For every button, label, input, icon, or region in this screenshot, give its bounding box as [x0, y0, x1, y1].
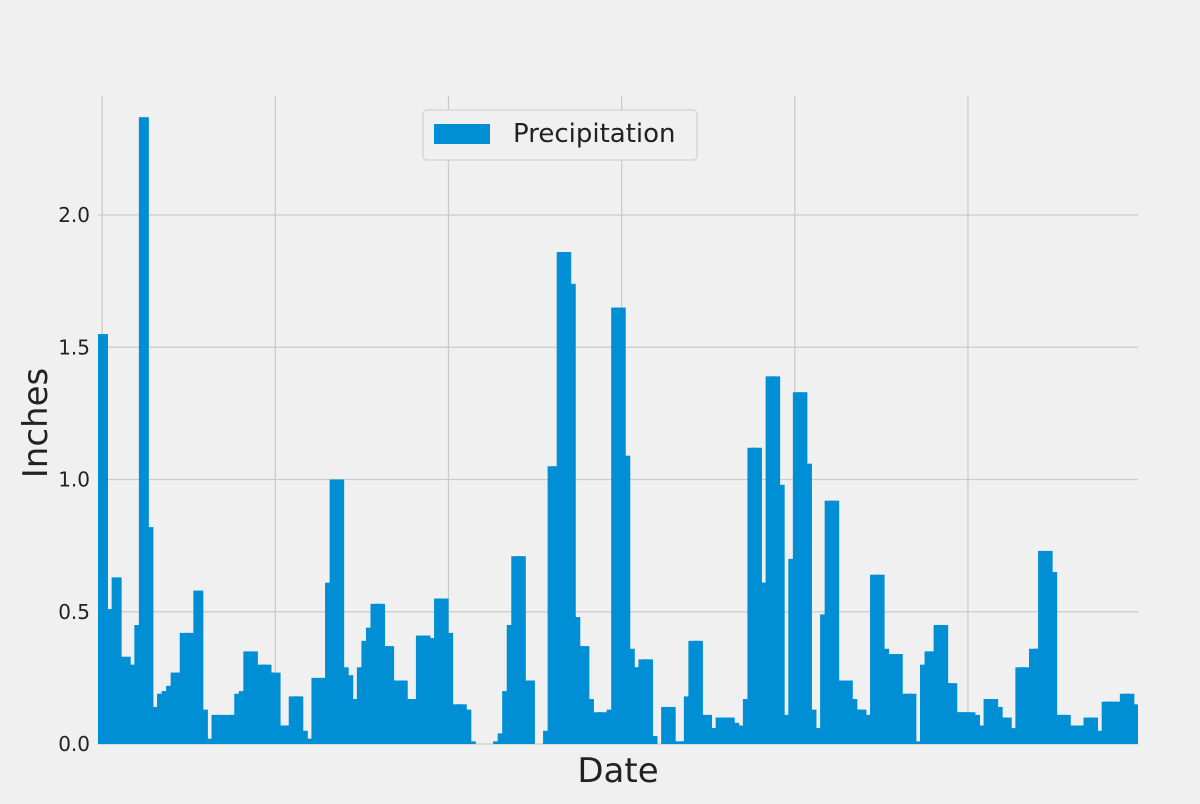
precipitation-bar [1110, 701, 1121, 744]
precipitation-bar [247, 651, 258, 744]
precipitation-bar [829, 500, 840, 744]
precipitation-bar [343, 675, 354, 744]
precipitation-bar [1047, 572, 1058, 744]
y-tick-label: 0.0 [58, 732, 90, 756]
x-axis-label: Date [577, 751, 658, 791]
precipitation-bar [774, 484, 785, 744]
precipitation-bar [892, 654, 903, 744]
precipitation-bar [729, 722, 740, 744]
precipitation-bar [665, 706, 676, 744]
y-tick-label: 1.0 [58, 468, 90, 492]
precipitation-bar [692, 640, 703, 744]
y-axis-label: Inches [16, 368, 56, 478]
precipitation-bar [515, 556, 526, 744]
precipitation-bar [443, 632, 454, 744]
precipitation-bar [620, 455, 631, 744]
y-tick-label: 0.5 [58, 600, 90, 624]
precipitation-bar [293, 696, 304, 744]
legend: Precipitation [422, 109, 698, 161]
precipitation-bar [579, 646, 590, 744]
y-tick-label: 1.5 [58, 335, 90, 359]
precipitation-bar [597, 712, 608, 744]
precipitation-bar [1088, 717, 1099, 744]
precipitation-bar [297, 730, 308, 744]
precipitation-bar [647, 736, 658, 744]
precipitation-bar [143, 527, 154, 744]
precipitation-bar [806, 709, 817, 744]
precipitation-bar [906, 693, 917, 744]
precipitation-bar [384, 646, 395, 744]
y-tick-labels: 0.0 0.5 1.0 1.5 2.0 [58, 203, 90, 756]
precipitation-bar [1074, 725, 1085, 744]
legend-label-precipitation: Precipitation [513, 119, 676, 149]
precipitation-bar [910, 741, 921, 744]
precipitation-bar [969, 714, 980, 744]
precipitation-bar [642, 659, 653, 744]
precipitation-bar [334, 479, 345, 744]
precipitation-bar [879, 648, 890, 744]
precipitation-bar [202, 738, 213, 744]
precipitation-bar [583, 699, 594, 744]
precipitation-bar [1001, 717, 1012, 744]
precipitation-bar [801, 463, 812, 744]
precipitation-bar [1133, 712, 1138, 744]
precipitation-bar [138, 117, 149, 744]
precipitation-bar [197, 709, 208, 744]
precipitation-bar [193, 590, 204, 744]
precipitation-bar [98, 334, 108, 744]
legend-swatch-precipitation [434, 124, 490, 144]
precipitation-bar [111, 577, 122, 744]
precipitation-bar [565, 283, 576, 744]
bars [98, 117, 1138, 745]
precipitation-bar [465, 741, 476, 744]
precipitation-bar [270, 672, 281, 744]
precipitation-bar [461, 709, 472, 744]
legend-box [422, 109, 698, 161]
precipitation-bar [524, 680, 535, 744]
y-tick-label: 2.0 [58, 203, 90, 227]
